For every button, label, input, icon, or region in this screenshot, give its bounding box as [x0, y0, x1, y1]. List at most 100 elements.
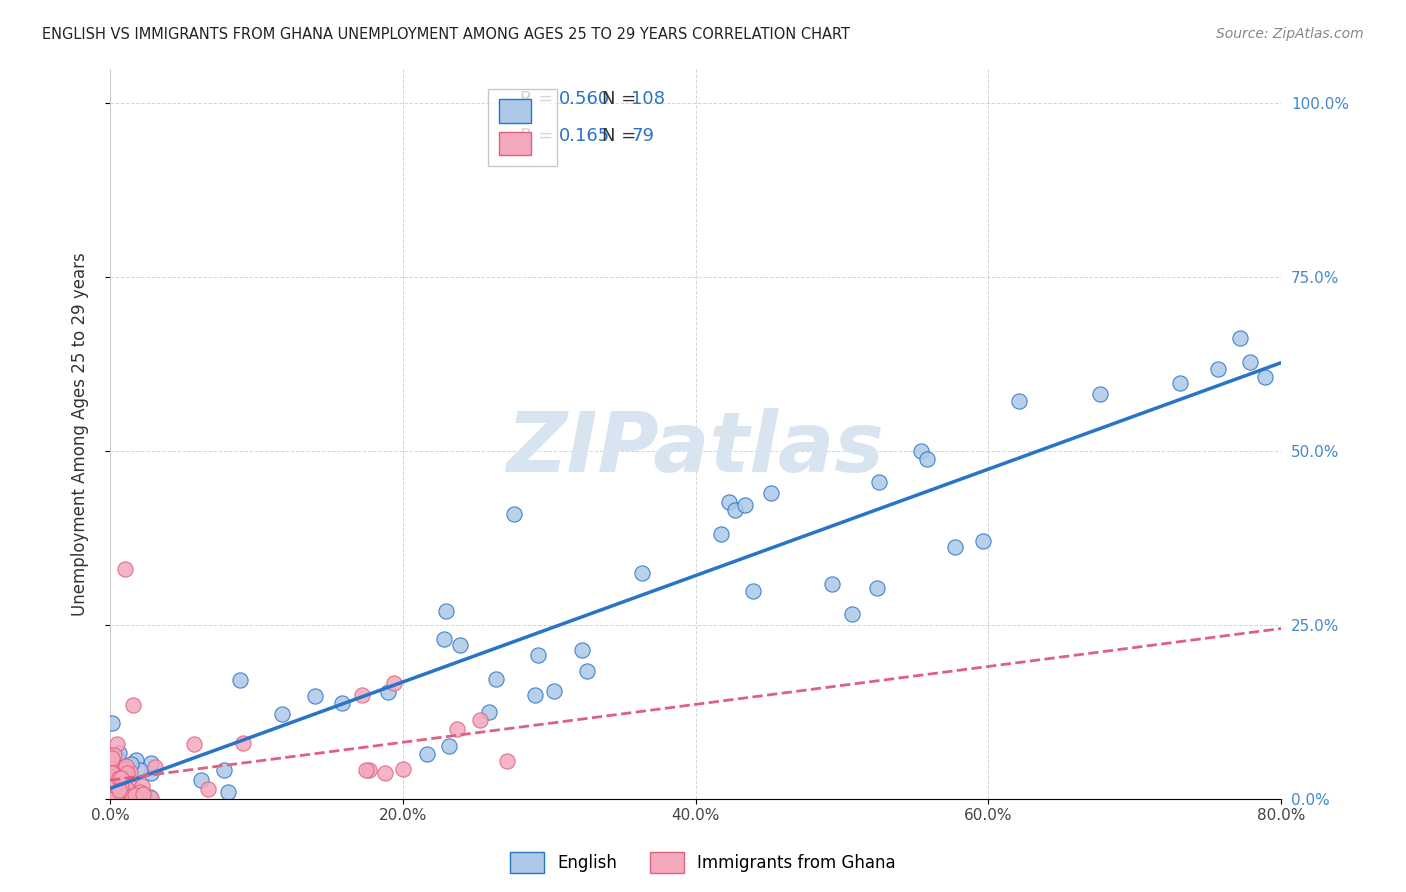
- Point: [100, 787, 122, 801]
- Point: [100, 782, 122, 797]
- Point: [105, 789, 128, 804]
- Point: [114, 770, 136, 784]
- Point: [232, 736, 254, 750]
- Point: [132, 787, 155, 801]
- Point: [104, 786, 127, 800]
- Point: [377, 684, 399, 698]
- Point: [115, 766, 138, 780]
- Point: [434, 604, 457, 618]
- Point: [304, 689, 326, 703]
- Point: [101, 779, 124, 793]
- Point: [101, 773, 124, 788]
- Point: [104, 791, 127, 805]
- Point: [110, 778, 132, 792]
- Point: [134, 789, 156, 804]
- Point: [352, 689, 374, 703]
- Point: [111, 786, 134, 800]
- Point: [111, 761, 134, 775]
- Point: [524, 689, 547, 703]
- Point: [100, 752, 122, 766]
- Point: [229, 673, 252, 688]
- Point: [437, 739, 460, 753]
- Point: [104, 786, 127, 800]
- Text: N =: N =: [602, 127, 643, 145]
- Point: [100, 789, 122, 804]
- Point: [100, 766, 122, 780]
- Point: [571, 643, 593, 657]
- Point: [108, 783, 131, 797]
- Point: [103, 774, 125, 789]
- Point: [100, 767, 122, 781]
- Point: [197, 782, 219, 797]
- Point: [101, 787, 124, 801]
- Point: [114, 789, 136, 803]
- Point: [100, 789, 122, 803]
- Point: [502, 507, 524, 521]
- Point: [110, 790, 132, 805]
- Text: ZIPatlas: ZIPatlas: [506, 408, 884, 489]
- Point: [103, 775, 125, 789]
- Point: [821, 577, 844, 591]
- Point: [121, 789, 143, 804]
- Point: [131, 779, 153, 793]
- Point: [139, 790, 162, 805]
- Point: [576, 664, 599, 678]
- Point: [125, 753, 148, 767]
- Point: [139, 756, 162, 770]
- Point: [112, 763, 135, 777]
- Point: [129, 785, 152, 799]
- Point: [107, 785, 129, 799]
- Point: [103, 780, 125, 794]
- Point: [114, 780, 136, 795]
- Point: [910, 444, 932, 458]
- Point: [741, 584, 763, 599]
- Point: [100, 756, 122, 770]
- Point: [103, 790, 125, 805]
- Point: [143, 760, 166, 774]
- Point: [271, 706, 294, 721]
- Point: [100, 789, 122, 804]
- Point: [101, 716, 124, 731]
- Point: [101, 769, 124, 783]
- Point: [734, 498, 756, 512]
- Point: [478, 705, 501, 719]
- Point: [374, 766, 396, 780]
- Point: [105, 775, 128, 789]
- Point: [122, 791, 145, 805]
- Point: [101, 774, 124, 789]
- Point: [117, 789, 139, 804]
- Text: 0.560: 0.560: [558, 90, 610, 109]
- Point: [101, 770, 124, 784]
- Point: [101, 789, 124, 804]
- Point: [1170, 376, 1192, 390]
- Point: [1254, 370, 1277, 384]
- Point: [841, 607, 863, 622]
- Point: [117, 764, 139, 778]
- Point: [104, 782, 127, 797]
- Point: [104, 772, 127, 787]
- Point: [103, 762, 125, 776]
- Point: [110, 771, 132, 785]
- Point: [100, 785, 122, 799]
- Point: [105, 737, 128, 751]
- Point: [868, 475, 890, 489]
- Point: [112, 780, 135, 794]
- Point: [217, 785, 239, 799]
- Point: [105, 770, 128, 784]
- Point: [101, 769, 124, 783]
- Point: [1208, 362, 1230, 376]
- Point: [124, 788, 146, 802]
- Point: [100, 762, 122, 776]
- Point: [433, 632, 456, 646]
- Point: [101, 766, 124, 780]
- Point: [110, 785, 132, 799]
- Point: [190, 772, 212, 787]
- Point: [100, 782, 122, 797]
- Point: [943, 540, 966, 554]
- Point: [103, 789, 125, 803]
- Point: [1008, 394, 1031, 409]
- Point: [115, 759, 138, 773]
- Point: [129, 763, 152, 777]
- Point: [103, 774, 125, 789]
- Point: [114, 771, 136, 785]
